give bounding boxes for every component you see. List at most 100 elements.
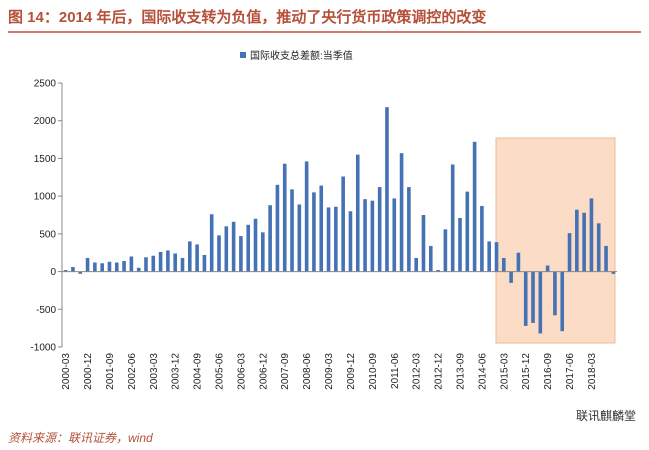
bar — [144, 257, 148, 272]
x-tick-label: 2009-12 — [346, 353, 357, 390]
bar — [114, 262, 119, 272]
bar — [224, 226, 229, 272]
bar — [297, 204, 302, 272]
x-tick-label: 2012-12 — [434, 353, 445, 390]
x-tick-label: 2005-06 — [215, 353, 226, 390]
y-tick-label: -500 — [36, 305, 56, 316]
bar — [560, 271, 565, 332]
x-tick-label: 2017-06 — [565, 353, 576, 390]
bar — [312, 192, 316, 272]
bar — [282, 163, 287, 272]
chart-title: 图 14：2014 年后，国际收支转为负值，推动了央行货币政策调控的改变 — [8, 8, 486, 26]
bar — [78, 271, 83, 274]
bar — [195, 244, 199, 272]
bar — [458, 218, 462, 272]
x-tick-label: 2012-03 — [412, 353, 423, 390]
bar — [166, 250, 170, 272]
bar — [443, 229, 448, 272]
bar — [334, 206, 338, 272]
bar — [436, 270, 440, 272]
bar — [268, 205, 272, 272]
bar — [531, 271, 535, 323]
bar — [589, 198, 594, 272]
bar — [187, 241, 192, 272]
bar — [275, 184, 280, 272]
source: 资料来源：联讯证券，wind — [8, 431, 153, 445]
x-tick-label: 2006-12 — [258, 353, 269, 390]
bar — [261, 232, 265, 272]
bar — [575, 209, 579, 272]
bar — [290, 189, 294, 272]
bar — [428, 245, 433, 272]
bar — [502, 257, 506, 272]
bar — [509, 271, 513, 283]
bar — [319, 185, 324, 272]
bar — [545, 265, 550, 272]
x-tick-label: 2000-12 — [83, 353, 94, 390]
bar — [209, 214, 214, 272]
bar — [326, 207, 331, 272]
highlight-region — [495, 137, 616, 344]
bar — [136, 267, 141, 272]
x-tick-label: 2008-06 — [302, 353, 313, 390]
x-tick-label: 2013-09 — [455, 353, 466, 390]
bar — [421, 215, 426, 272]
bar — [151, 255, 156, 272]
bar — [596, 223, 601, 272]
x-tick-label: 2015-12 — [521, 353, 532, 390]
bar — [202, 254, 207, 272]
legend-label: 国际收支总差额:当季值 — [250, 49, 353, 62]
y-tick-label: 0 — [50, 267, 56, 278]
x-tick-label: 2004-09 — [193, 353, 204, 390]
x-tick-label: 2010-09 — [368, 353, 379, 390]
bar — [604, 245, 608, 272]
bar — [523, 271, 528, 326]
x-tick-label: 2003-03 — [149, 353, 160, 390]
bar — [480, 205, 484, 272]
bar — [538, 271, 543, 334]
bar — [582, 212, 586, 272]
bar — [465, 191, 470, 272]
y-tick-label: 2000 — [34, 116, 57, 127]
bar — [239, 236, 243, 272]
x-tick-label: 2007-09 — [280, 353, 291, 390]
bar — [348, 211, 353, 272]
x-tick-label: 2016-09 — [543, 353, 554, 390]
bar — [407, 187, 411, 272]
bar — [363, 199, 367, 272]
bar — [399, 153, 404, 272]
bar — [304, 161, 309, 272]
bar — [246, 224, 251, 272]
bar — [253, 218, 258, 272]
x-tick-label: 2000-03 — [61, 353, 72, 390]
bar — [385, 107, 389, 272]
bar — [414, 257, 418, 272]
x-tick-label: 2015-03 — [499, 353, 510, 390]
x-tick-label: 2009-03 — [324, 353, 335, 390]
x-tick-label: 2002-06 — [127, 353, 138, 390]
bar — [355, 154, 360, 272]
watermark: 联讯麒麟堂 — [576, 408, 636, 423]
bar — [370, 200, 375, 272]
bar — [173, 253, 177, 272]
bar — [107, 261, 112, 272]
y-tick-label: 500 — [39, 229, 56, 240]
legend-swatch — [240, 52, 246, 58]
bar — [158, 251, 163, 272]
bar — [129, 256, 134, 272]
bar — [611, 271, 616, 274]
bar — [122, 261, 126, 272]
y-tick-label: -1000 — [30, 343, 56, 354]
x-tick-label: 2011-06 — [390, 353, 401, 389]
bar — [71, 267, 75, 272]
x-tick-label: 2006-03 — [236, 353, 247, 390]
bar — [85, 257, 90, 272]
bar — [377, 187, 382, 272]
bar — [180, 257, 185, 272]
bar — [100, 263, 104, 272]
bar — [472, 141, 477, 272]
bar — [217, 235, 221, 272]
bar — [341, 176, 345, 272]
bar — [63, 270, 68, 272]
